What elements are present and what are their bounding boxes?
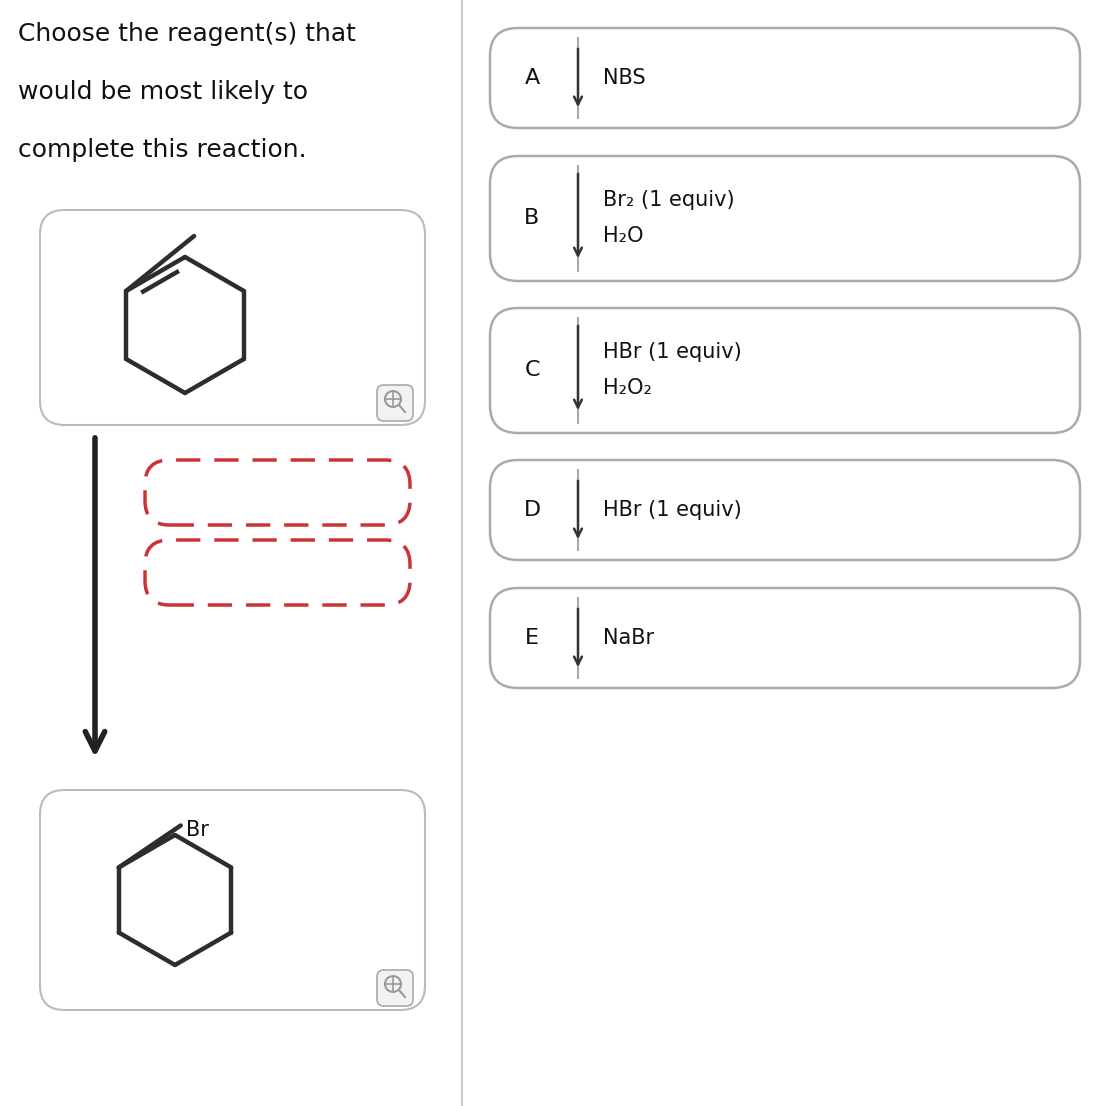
FancyBboxPatch shape xyxy=(490,28,1080,128)
FancyBboxPatch shape xyxy=(377,970,413,1006)
Text: C: C xyxy=(525,361,540,380)
FancyBboxPatch shape xyxy=(145,540,410,605)
FancyBboxPatch shape xyxy=(490,307,1080,434)
Text: NaBr: NaBr xyxy=(603,628,654,648)
Text: HBr (1 equiv): HBr (1 equiv) xyxy=(603,343,742,363)
FancyBboxPatch shape xyxy=(490,156,1080,281)
Text: Choose the reagent(s) that: Choose the reagent(s) that xyxy=(18,22,356,46)
Text: E: E xyxy=(525,628,539,648)
Text: would be most likely to: would be most likely to xyxy=(18,80,308,104)
Text: H₂O: H₂O xyxy=(603,227,644,247)
Text: A: A xyxy=(525,67,540,88)
Text: Br: Br xyxy=(185,821,209,841)
FancyBboxPatch shape xyxy=(377,385,413,421)
FancyBboxPatch shape xyxy=(490,460,1080,560)
FancyBboxPatch shape xyxy=(40,790,425,1010)
Text: complete this reaction.: complete this reaction. xyxy=(18,138,307,161)
Text: D: D xyxy=(523,500,540,520)
Text: B: B xyxy=(525,209,540,229)
Text: H₂O₂: H₂O₂ xyxy=(603,378,652,398)
Text: HBr (1 equiv): HBr (1 equiv) xyxy=(603,500,742,520)
Text: NBS: NBS xyxy=(603,67,646,88)
Text: Br₂ (1 equiv): Br₂ (1 equiv) xyxy=(603,190,734,210)
FancyBboxPatch shape xyxy=(145,460,410,525)
FancyBboxPatch shape xyxy=(490,588,1080,688)
FancyBboxPatch shape xyxy=(40,210,425,425)
